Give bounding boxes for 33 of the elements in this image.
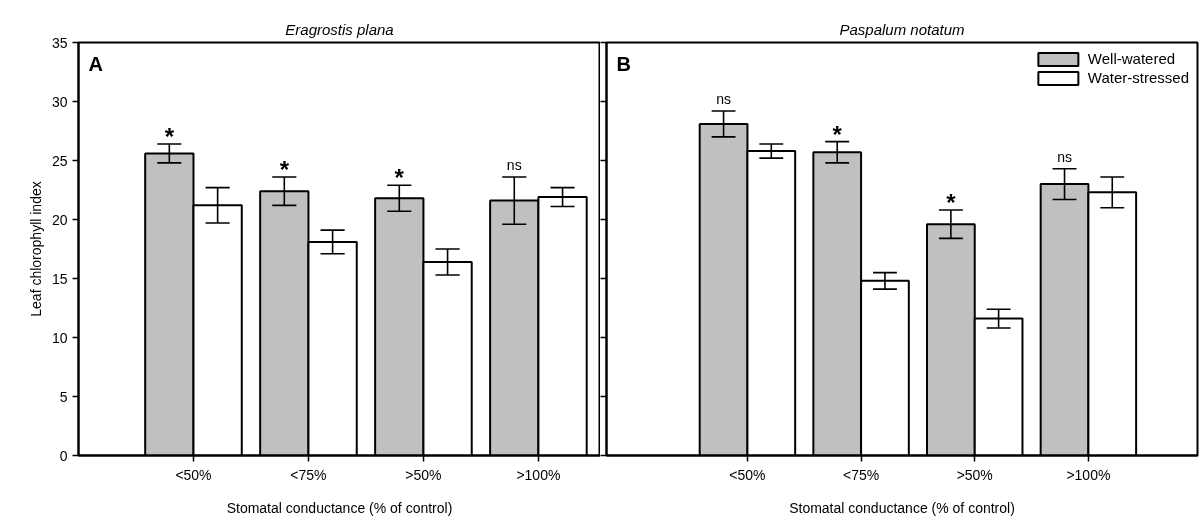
annotation: * — [946, 189, 957, 217]
y-tick-label: 35 — [51, 34, 68, 51]
legend-label: Water-stressed — [1087, 69, 1189, 86]
y-tick-label: 15 — [51, 270, 68, 287]
x-tick-label: <50% — [175, 466, 212, 483]
x-tick-label: >100% — [516, 466, 561, 483]
annotation: ns — [716, 90, 731, 107]
y-tick-label: 0 — [59, 447, 68, 464]
chart-title: Eragrostis plana — [285, 20, 394, 38]
x-tick-label: >50% — [405, 466, 442, 483]
annotation: * — [394, 164, 405, 192]
x-axis-title: Stomatal conductance (% of control) — [789, 499, 1015, 516]
y-tick-label: 30 — [51, 93, 68, 110]
annotation: * — [832, 120, 843, 148]
annotation: * — [164, 122, 175, 150]
annotation: ns — [506, 157, 522, 174]
x-tick-label: <50% — [729, 466, 766, 483]
x-tick-label: <75% — [842, 466, 880, 483]
y-axis-title: Leaf chlorophyll index — [27, 181, 44, 317]
annotation: B — [616, 52, 631, 75]
x-axis-title: Stomatal conductance (% of control) — [226, 499, 453, 516]
y-tick-label: 20 — [51, 211, 68, 228]
chart-title: Paspalum notatum — [839, 20, 965, 38]
x-tick-label: >100% — [1066, 466, 1111, 483]
annotation: * — [279, 156, 290, 184]
annotation: ns — [1057, 148, 1072, 165]
annotation: A — [88, 52, 103, 75]
y-tick-label: 10 — [51, 329, 68, 346]
y-tick-label: 25 — [51, 152, 68, 169]
y-tick-label: 5 — [59, 388, 68, 405]
legend-label: Well-watered — [1087, 50, 1176, 67]
x-tick-label: >50% — [956, 466, 993, 483]
x-tick-label: <75% — [290, 466, 327, 483]
